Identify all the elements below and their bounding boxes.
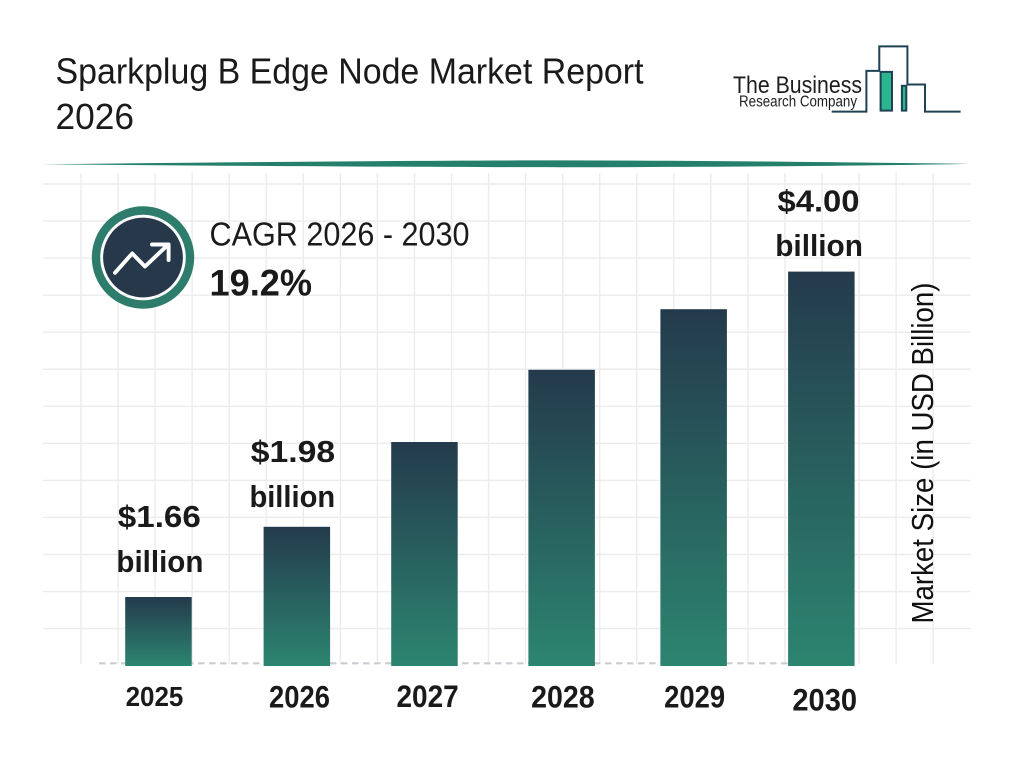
svg-text:2026: 2026 [269, 680, 330, 715]
svg-text:19.2%: 19.2% [210, 263, 313, 304]
svg-text:2025: 2025 [126, 681, 184, 712]
svg-text:billion: billion [116, 544, 203, 579]
svg-text:Sparkplug B Edge Node Market R: Sparkplug B Edge Node Market Report [56, 51, 644, 92]
svg-text:2029: 2029 [664, 680, 725, 715]
svg-text:CAGR 2026 - 2030: CAGR 2026 - 2030 [210, 217, 470, 254]
svg-text:2027: 2027 [397, 679, 459, 714]
svg-text:$1.98: $1.98 [251, 434, 335, 469]
svg-text:Research Company: Research Company [739, 93, 857, 110]
svg-text:$1.66: $1.66 [118, 499, 201, 534]
svg-text:billion: billion [775, 228, 863, 263]
svg-text:$4.00: $4.00 [778, 184, 860, 219]
svg-text:Market Size (in USD Billion): Market Size (in USD Billion) [905, 283, 940, 624]
svg-text:2026: 2026 [56, 96, 135, 137]
svg-text:The Business: The Business [733, 72, 862, 99]
svg-text:2030: 2030 [792, 683, 857, 718]
svg-text:2028: 2028 [531, 680, 595, 715]
svg-text:billion: billion [249, 479, 335, 514]
